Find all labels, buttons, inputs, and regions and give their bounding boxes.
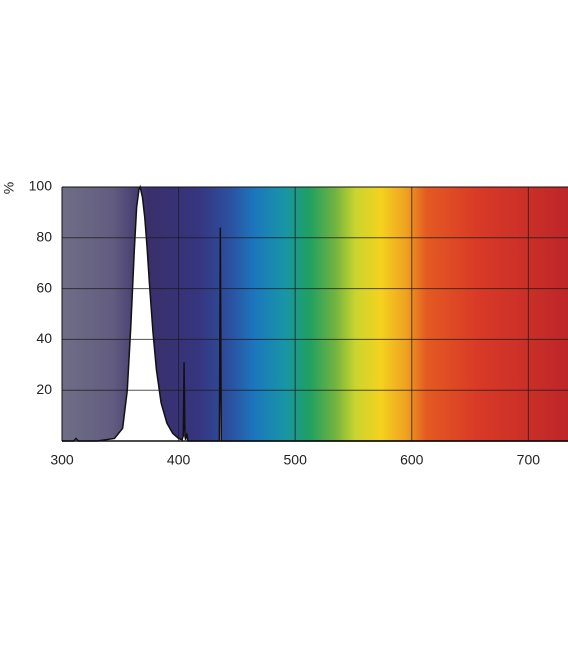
y-axis-label: %	[1, 182, 17, 194]
y-tick-label: 40	[36, 330, 52, 346]
x-tick-label: 300	[50, 452, 74, 468]
y-tick-label: 80	[36, 229, 52, 245]
y-tick-label: 20	[36, 381, 52, 397]
y-tick-label: 60	[36, 279, 52, 295]
x-tick-label: 600	[400, 452, 424, 468]
x-tick-label: 700	[517, 452, 541, 468]
x-tick-label: 500	[284, 452, 308, 468]
x-tick-label: 400	[167, 452, 191, 468]
y-tick-label: 100	[29, 178, 53, 194]
